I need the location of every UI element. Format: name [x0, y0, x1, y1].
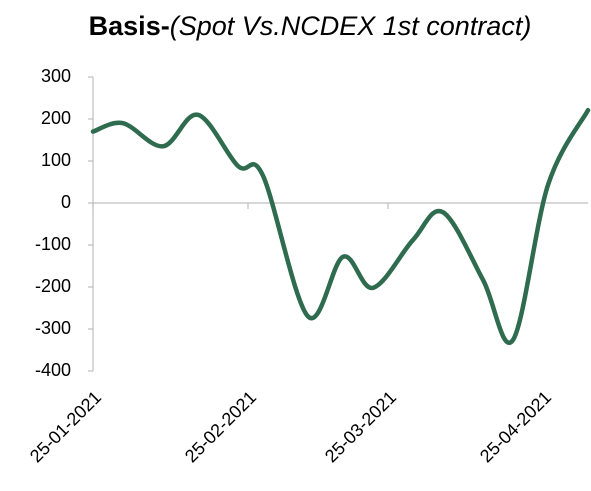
- x-tick-label: 25-04-2021: [476, 387, 555, 466]
- data-line: [90, 107, 591, 345]
- chart-title: Basis-: [89, 11, 170, 41]
- y-tick-label: 100: [41, 150, 71, 170]
- y-tick-label: 300: [41, 66, 71, 86]
- y-tick-label: -300: [35, 318, 71, 338]
- y-tick-label: 200: [41, 108, 71, 128]
- y-tick-label: 0: [61, 192, 71, 212]
- x-tick-label: 25-02-2021: [181, 387, 260, 466]
- x-tick-label: 25-03-2021: [321, 387, 400, 466]
- chart-subtitle: (Spot Vs.NCDEX 1st contract): [170, 11, 532, 41]
- y-tick-label: -100: [35, 234, 71, 254]
- y-tick-label: -200: [35, 276, 71, 296]
- x-tick-label: 25-01-2021: [26, 387, 105, 466]
- y-tick-label: -400: [35, 360, 71, 380]
- chart-title-group: Basis-(Spot Vs.NCDEX 1st contract): [89, 11, 532, 41]
